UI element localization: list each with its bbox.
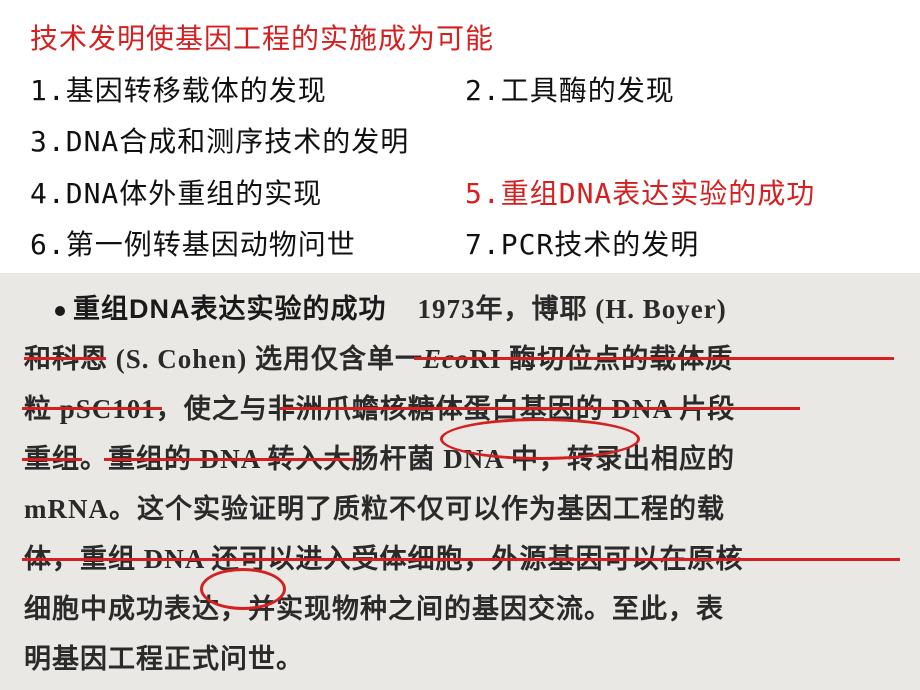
item-6-txt: 第一例转基因动物问世: [66, 228, 356, 261]
item-1-num: 1.: [30, 74, 66, 107]
item-2-txt: 工具酶的发现: [501, 74, 675, 107]
para-line4: 重组。重组的 DNA 转入大肠杆菌 DNA 中，转录出相应的: [24, 444, 735, 474]
item-2: 2.工具酶的发现: [465, 69, 890, 112]
item-6-num: 6.: [30, 228, 66, 261]
slide: 技术发明使基因工程的实施成为可能 1.基因转移载体的发现 2.工具酶的发现 3.…: [0, 0, 920, 690]
item-5: 5.重组DNA表达实验的成功: [465, 172, 890, 215]
item-6: 6.第一例转基因动物问世: [30, 223, 455, 266]
para-line3: 粒 pSC101，使之与非洲爪蟾核糖体蛋白基因的 DNA 片段: [24, 394, 735, 424]
item-4: 4.DNA体外重组的实现: [30, 172, 455, 215]
ecori-ri: RI: [470, 344, 502, 374]
para-year: 1973年，博耶 (H. Boyer): [418, 294, 727, 324]
item-5-txt: 重组DNA表达实验的成功: [501, 177, 816, 210]
ecori-eco: Eco: [423, 344, 470, 374]
top-section: 技术发明使基因工程的实施成为可能 1.基因转移载体的发现 2.工具酶的发现 3.…: [0, 0, 920, 276]
item-7-num: 7.: [465, 228, 501, 261]
para-head: 重组DNA表达实验的成功: [73, 294, 387, 324]
slide-title: 技术发明使基因工程的实施成为可能: [30, 18, 890, 63]
item-1: 1.基因转移载体的发现: [30, 69, 455, 112]
item-1-txt: 基因转移载体的发现: [66, 74, 327, 107]
item-3-num: 3.: [30, 125, 66, 158]
textbook-excerpt: 重组DNA表达实验的成功 1973年，博耶 (H. Boyer) 和科恩 (S.…: [0, 273, 920, 690]
item-3-txt: DNA合成和测序技术的发明: [66, 125, 410, 158]
item-2-num: 2.: [465, 74, 501, 107]
item-7-txt: PCR技术的发明: [501, 228, 700, 261]
para-line6: 体，重组 DNA 还可以进入受体细胞，外源基因可以在原核: [24, 544, 744, 574]
item-4-txt: DNA体外重组的实现: [66, 177, 323, 210]
para-line5: mRNA。这个实验证明了质粒不仅可以作为基因工程的载: [24, 494, 725, 524]
paragraph: 重组DNA表达实验的成功 1973年，博耶 (H. Boyer) 和科恩 (S.…: [24, 285, 886, 685]
para-line8: 明基因工程正式问世。: [24, 644, 304, 674]
item-7: 7.PCR技术的发明: [465, 223, 890, 266]
item-5-num: 5.: [465, 177, 501, 210]
bullet-icon: [55, 306, 65, 316]
para-line7: 细胞中成功表达，并实现物种之间的基因交流。至此，表: [24, 594, 724, 624]
item-4-num: 4.: [30, 177, 66, 210]
para-line2a: 和科恩 (S. Cohen) 选用仅含单一: [24, 344, 423, 374]
para-line2b: 酶切位点的载体质: [502, 344, 734, 374]
item-3: 3.DNA合成和测序技术的发明: [30, 120, 890, 163]
items-grid: 1.基因转移载体的发现 2.工具酶的发现 3.DNA合成和测序技术的发明 4.D…: [30, 69, 890, 267]
